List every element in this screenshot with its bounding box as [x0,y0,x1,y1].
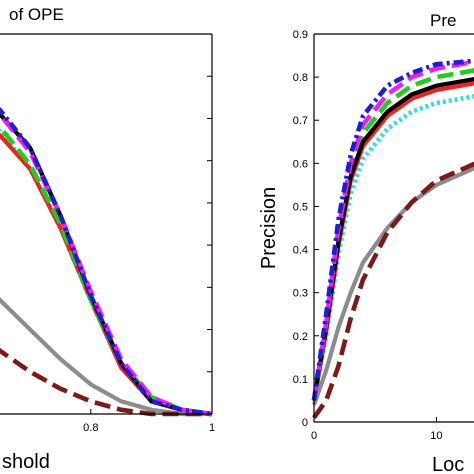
left-chart-series-green [0,123,213,417]
left-chart-series-black [0,111,213,417]
right-chart-x-tick-label: 10 [430,430,442,442]
left-chart-x-tick-label: 0.8 [83,422,98,434]
right-chart-series-darkred [312,161,474,420]
left-chart-x-tick-label: 1 [209,422,215,434]
right-chart-series-black [311,76,474,401]
right-chart-x-tick-label: 0 [311,430,317,442]
right-chart-series-blue [311,58,474,401]
right-chart-y-tick-label: 0.6 [293,158,308,170]
right-chart-y-tick-label: 0 [302,417,308,429]
right-chart-series-green [311,68,474,401]
left-chart-x-axis-label: shold [2,451,50,473]
right-chart-y-tick-label: 0.2 [293,331,308,343]
left-chart-title: of OPE [9,5,64,24]
right-chart-y-tick-label: 0.1 [293,374,308,386]
left-chart-panel: of OPE shold 0.60.81 [0,5,215,473]
left-chart-series-gray [0,297,212,417]
left-chart-series-cyan [0,128,213,417]
left-chart-series-magenta [0,111,213,417]
right-chart-y-tick-label: 0.3 [293,288,308,300]
right-chart-y-tick-label: 0.4 [293,245,308,257]
right-chart-panel: Pre Loc Precision 0 10 0 0.1 0.2 0.3 0.4 0.5 0.6… [258,11,474,474]
right-chart-title: Pre [430,11,456,30]
right-chart-x-axis-label: Loc [432,454,464,474]
right-chart-y-tick-label: 0.5 [293,201,308,213]
right-chart-y-tick-label: 0.8 [293,72,308,84]
left-chart-series-red [0,132,213,417]
right-chart-y-tick-label: 0.7 [293,115,308,127]
right-chart-y-axis-label: Precision [258,187,280,269]
right-chart-series-gray [312,166,474,406]
left-chart-series-blue [0,107,213,417]
left-chart-series-darkred [0,347,212,417]
right-chart-y-tick-label: 0.9 [293,29,308,41]
